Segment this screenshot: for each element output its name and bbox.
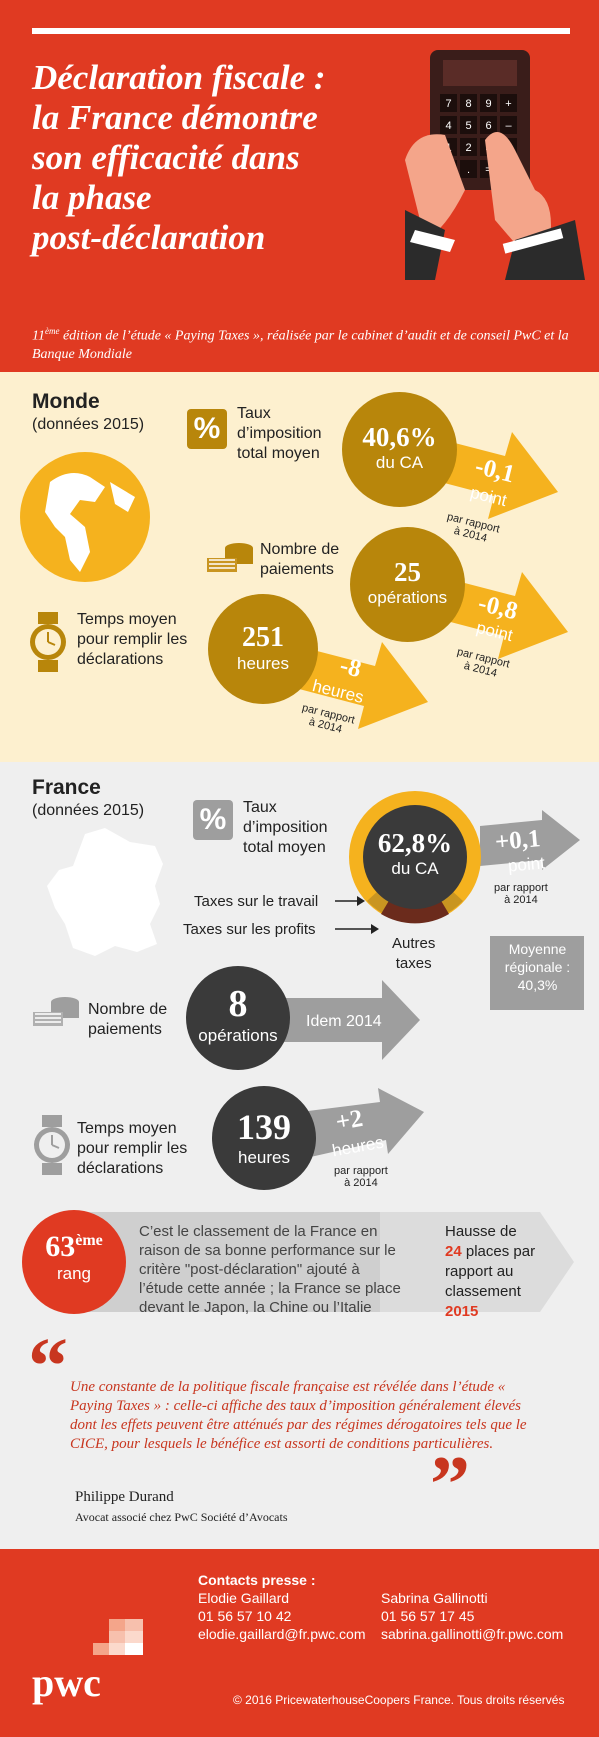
title-line: la France démontre [32,98,318,137]
france-taux-arrow [480,810,580,870]
coins-icon [33,997,79,1026]
france-taux-delta: +0,1 [493,825,542,856]
percent-icon: % [187,409,227,449]
title-line: son efficacité dans [32,138,300,177]
contact-email-link[interactable]: elodie.gaillard@fr.pwc.com [198,1626,366,1642]
france-paiements-label: Nombre de paiements [88,1001,168,1038]
monde-paiements-label: Nombre de paiements [260,541,340,578]
france-paiements-arrow [282,980,420,1060]
monde-temps-arrow [290,642,428,729]
monde-taux-label: Taux d’imposition total moyen [237,405,322,462]
calculator-key-label: 9 [485,98,491,110]
rang-circle: 63ème rang [22,1210,126,1314]
calculator-key-label: 6 [485,120,491,132]
france-taux-donut [349,791,481,924]
calculator-key [480,116,497,134]
subtitle: 11ème édition de l’étude « Paying Taxes … [32,326,569,362]
title-line: la phase [32,178,152,217]
legend-taxes-travail: Taxes sur le travail [194,893,319,910]
france-taux-circle: 62,8% du CA [377,828,453,878]
copyright: © 2016 PricewaterhouseCoopers France. To… [233,1693,565,1707]
monde-taux-circle: 40,6% du CA [342,392,457,507]
moyenne-regionale-callout [468,902,584,1010]
watch-icon [34,1115,70,1175]
france-temps-circle: 139 heures [212,1086,316,1190]
monde-temps-circle: 251 heures [208,594,318,704]
watch-icon [30,612,66,672]
france-section: France (données 2015) % Taux d’imposition… [0,762,599,1549]
quote-author: Philippe Durand [75,1489,174,1505]
monde-paiements-arrow [430,572,568,659]
france-taux-label: Taux d’imposition total moyen [243,799,328,856]
france-paiements-delta: Idem 2014 [306,1013,382,1030]
legend-autres-taxes: Autres taxes [392,935,436,972]
open-quote-mark: “ [28,1323,68,1411]
moyenne-regionale-label: Moyenne régionale :40,3% [504,941,571,993]
calculator-key-label: 4 [445,120,451,132]
calculator-key-label: 8 [465,98,471,110]
contact-name: Elodie Gaillard [198,1590,290,1606]
title-line: post-déclaration [32,218,266,257]
percent-icon: % [193,800,233,840]
contact-phone: 01 56 57 17 45 [381,1608,475,1624]
contact-name: Sabrina Gallinotti [381,1590,488,1606]
header: Déclaration fiscale : la France démontre… [0,0,599,372]
hausse-text: Hausse de 24 places par rapport au class… [445,1223,536,1320]
calculator-key [440,94,457,112]
france-taux-compare: par rapport à 2014 [494,882,548,906]
legend-pointer [335,924,379,934]
footer: pwc Contacts presse : Elodie Gaillard 01… [0,1549,599,1737]
calculator-key [460,160,477,178]
calculator-key [460,138,477,156]
close-quote-mark: ” [430,1441,470,1529]
france-paiements-circle: 8 opérations [186,966,290,1070]
pwc-logo-mark [93,1619,143,1655]
calculator-key [500,94,517,112]
france-temps-compare: par rapport à 2014 [334,1165,388,1189]
calculator-key-label: + [505,98,511,110]
monde-section: Monde (données 2015) % Taux d’imposition t… [0,372,599,762]
quote-author-role: Avocat associé chez PwC Société d’Avocat… [75,1510,288,1524]
title-line: Déclaration fiscale : [32,58,326,97]
france-temps-label: Temps moyen pour remplir les déclarations [77,1120,188,1177]
france-temps-arrow [300,1088,424,1158]
calculator-key [500,116,517,134]
france-temps-delta: +2 [333,1104,365,1137]
section-title-monde: Monde [32,390,100,413]
monde-paiements-circle: 25 opérations [350,527,465,642]
section-subtitle: (données 2015) [32,416,145,433]
page-title: Déclaration fiscale : la France démontre… [32,58,432,258]
france-map-icon [47,828,163,956]
calculator-key [440,116,457,134]
globe-icon [20,452,150,582]
legend-taxes-profits: Taxes sur les profits [183,921,316,938]
calculator-key [480,94,497,112]
france-taux-delta-unit: point [507,853,546,876]
calculator-key [460,94,477,112]
header-rule [32,28,570,34]
calculator-key-label: 7 [445,98,451,110]
monde-temps-label: Temps moyen pour remplir les déclarations [77,611,188,668]
section-subtitle: (données 2015) [32,802,145,819]
quote-text: Une constante de la politique fiscale fr… [70,1379,527,1452]
calculator-hands-illustration: 789+456–123×0.=÷ [405,50,585,280]
contact-2: Sabrina Gallinotti 01 56 57 17 45 sabrin… [381,1589,563,1643]
rang-arrow [60,1212,574,1312]
coins-icon [207,543,253,572]
calculator-key-label: 2 [465,142,471,154]
contact-email-link[interactable]: sabrina.gallinotti@fr.pwc.com [381,1626,564,1642]
calculator-key-label: = [485,164,491,176]
contacts-title: Contacts presse : [198,1572,316,1588]
section-title-france: France [32,776,101,799]
rang-description: C’est le classement de la France en raiso… [139,1223,401,1316]
calculator-key-label: 5 [465,120,471,132]
legend-pointer [335,896,365,906]
calculator-key-label: – [505,120,512,132]
pwc-logo: pwc [32,1660,101,1705]
contact-1: Elodie Gaillard 01 56 57 10 42 elodie.ga… [198,1589,366,1643]
calculator-key [460,116,477,134]
calculator-key-label: . [467,164,470,176]
contact-phone: 01 56 57 10 42 [198,1608,292,1624]
